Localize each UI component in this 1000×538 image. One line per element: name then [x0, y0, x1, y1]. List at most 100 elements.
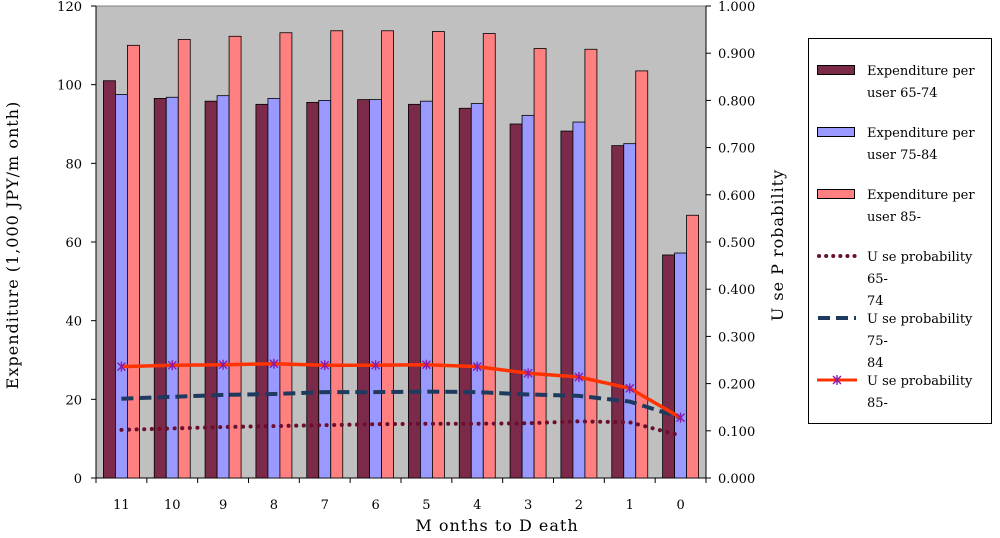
- bar: [572, 121, 586, 479]
- y-tick-label: 40: [65, 315, 82, 330]
- y-tick-label: 60: [65, 236, 82, 251]
- y2-tick-label: 0.300: [718, 330, 755, 345]
- x-tick-label: 3: [524, 498, 532, 513]
- bar: [674, 252, 687, 479]
- bar: [662, 254, 675, 479]
- x-tick-label: 9: [219, 498, 227, 513]
- bar: [127, 44, 140, 479]
- legend-label-line1: Expenditure per: [867, 64, 975, 79]
- y-tick-label: 80: [65, 157, 82, 172]
- bar: [470, 103, 484, 479]
- series-line: [121, 389, 682, 420]
- bar: [635, 70, 649, 479]
- bar: [204, 100, 218, 479]
- bar: [432, 31, 445, 479]
- legend-label-line1: Expenditure per: [867, 126, 975, 141]
- x-tick-label: 7: [321, 498, 329, 513]
- legend-swatch-bar-85: [817, 189, 855, 199]
- legend-label-line2: 84: [867, 356, 884, 371]
- bar: [623, 143, 637, 479]
- legend-item-probability-65-74: U se probability 65- 74: [817, 247, 993, 309]
- bar: [381, 30, 394, 479]
- bar: [153, 98, 167, 479]
- legend-label-line1: U se probability 85-: [867, 374, 973, 411]
- bar: [279, 32, 293, 479]
- legend-label-line2: user 65-74: [867, 86, 938, 101]
- y-tick-label: 100: [57, 79, 82, 94]
- x-tick-label: 6: [371, 498, 379, 513]
- bar: [216, 95, 230, 479]
- legend-item-expenditure-85: Expenditure per user 85-: [817, 185, 993, 229]
- x-tick-label: 8: [270, 498, 278, 513]
- legend-label-line1: Expenditure per: [867, 188, 975, 203]
- legend-swatch-solid-marker-line: [817, 375, 857, 385]
- series-marker: [523, 368, 533, 379]
- bar: [533, 48, 547, 479]
- series-marker: [472, 361, 482, 372]
- legend: Expenditure per user 65-74 Expenditure p…: [808, 38, 992, 424]
- bar: [420, 100, 433, 479]
- bar: [228, 35, 242, 479]
- bar: [267, 98, 281, 479]
- bar: [115, 94, 128, 479]
- x-tick-label: 10: [164, 498, 181, 513]
- bar: [482, 33, 496, 479]
- bar: [611, 145, 625, 479]
- legend-label-line2: user 75-84: [867, 148, 938, 163]
- bar: [357, 99, 370, 479]
- legend-label-line1: U se probability 75-: [867, 312, 973, 349]
- bar: [255, 103, 269, 479]
- bar: [560, 130, 574, 479]
- y2-tick-label: 1.000: [718, 0, 755, 15]
- x-tick-label: 5: [422, 498, 430, 513]
- series-marker: [371, 360, 381, 371]
- series-marker: [116, 361, 126, 372]
- plot-area: [95, 5, 707, 479]
- series-marker: [269, 358, 279, 369]
- series-marker: [676, 412, 686, 423]
- bar: [330, 30, 344, 479]
- series-line: [121, 362, 682, 420]
- legend-swatch-bar-65-74: [817, 65, 855, 75]
- bar: [318, 100, 332, 479]
- y2-tick-label: 0.800: [718, 94, 755, 109]
- y-tick-label: 120: [57, 0, 82, 15]
- y2-tick-label: 0.000: [718, 472, 755, 487]
- legend-label-line1: U se probability 65-: [867, 250, 973, 287]
- y2-tick-label: 0.200: [718, 378, 755, 393]
- bar: [369, 99, 382, 479]
- bar: [584, 48, 598, 479]
- legend-swatch-bar-75-84: [817, 127, 855, 137]
- y2-tick-label: 0.400: [718, 283, 755, 298]
- bar: [103, 80, 116, 479]
- series-marker: [218, 359, 228, 370]
- x-tick-label: 0: [676, 498, 684, 513]
- x-tick-label: 11: [113, 498, 130, 513]
- x-tick-label: 1: [626, 498, 634, 513]
- x-tick-label: 4: [473, 498, 481, 513]
- bar: [306, 101, 320, 479]
- series-marker: [421, 359, 431, 370]
- legend-item-probability-85: U se probability 85-: [817, 371, 993, 415]
- legend-label-line2: user 85-: [867, 210, 922, 225]
- y2-tick-label: 0.100: [718, 425, 755, 440]
- y2-tick-label: 0.600: [718, 189, 755, 204]
- x-tick-label: 2: [575, 498, 583, 513]
- y-tick-label: 20: [65, 393, 82, 408]
- series-marker: [167, 360, 177, 371]
- legend-swatch-dashed-line: [818, 316, 856, 320]
- legend-swatch-dotted-line: [817, 254, 857, 258]
- y2-axis-title: U se P robability: [768, 169, 787, 321]
- legend-item-expenditure-75-84: Expenditure per user 75-84: [817, 123, 993, 167]
- y2-tick-label: 0.900: [718, 47, 755, 62]
- x-axis-title: M onths to D eath: [415, 516, 578, 535]
- y-tick-label: 0: [74, 472, 82, 487]
- legend-item-probability-75-84: U se probability 75- 84: [817, 309, 993, 371]
- legend-item-expenditure-65-74: Expenditure per user 65-74: [817, 61, 993, 105]
- bar: [165, 96, 179, 479]
- series-line: [119, 419, 683, 438]
- series-marker: [625, 383, 635, 394]
- bar: [177, 39, 191, 479]
- series-marker: [320, 360, 330, 371]
- y2-tick-label: 0.700: [718, 142, 755, 157]
